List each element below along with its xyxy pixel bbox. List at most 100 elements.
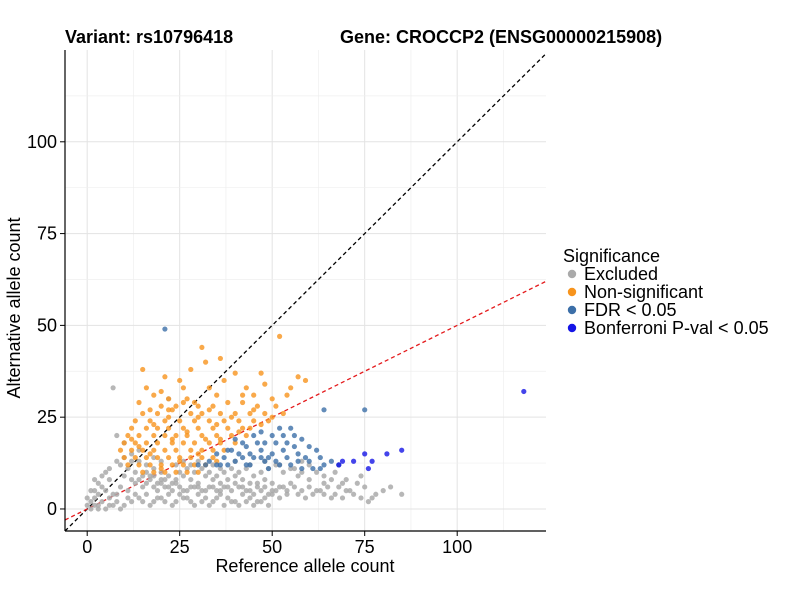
point-fdr-0-05: [321, 407, 327, 413]
point-non-significant: [180, 440, 186, 446]
point-excluded: [199, 488, 205, 494]
point-non-significant: [166, 414, 172, 420]
point-fdr-0-05: [240, 454, 246, 461]
point-non-significant: [162, 432, 168, 439]
legend-title: Significance: [563, 246, 660, 266]
point-fdr-0-05: [299, 465, 305, 472]
point-non-significant: [236, 429, 242, 435]
point-fdr-0-05: [243, 443, 249, 450]
point-excluded: [358, 495, 364, 501]
point-excluded: [232, 473, 238, 479]
point-fdr-0-05: [251, 432, 257, 439]
point-non-significant: [169, 440, 175, 446]
legend-key-bonferroni-p-val-0-05: [567, 323, 577, 333]
point-excluded: [277, 495, 283, 501]
point-excluded: [225, 484, 231, 490]
point-excluded: [217, 488, 223, 494]
point-non-significant: [151, 432, 157, 439]
point-non-significant: [132, 418, 138, 424]
point-excluded: [228, 465, 235, 472]
point-excluded: [273, 488, 279, 494]
y-tick-label: 25: [37, 407, 57, 427]
point-excluded: [195, 484, 201, 490]
point-excluded: [251, 473, 257, 479]
data-points: [84, 326, 527, 512]
point-non-significant: [214, 392, 220, 398]
point-excluded: [180, 458, 186, 464]
point-excluded: [373, 491, 379, 497]
point-excluded: [306, 476, 312, 483]
point-non-significant: [166, 396, 172, 402]
point-excluded: [117, 484, 124, 490]
point-bonferroni-p-val-0-05: [362, 451, 368, 457]
point-excluded: [121, 502, 127, 508]
point-excluded: [321, 491, 327, 497]
point-non-significant: [243, 385, 249, 391]
point-non-significant: [177, 377, 183, 384]
point-non-significant: [173, 469, 179, 475]
point-fdr-0-05: [314, 447, 320, 453]
point-excluded: [210, 499, 216, 505]
point-non-significant: [210, 425, 216, 431]
point-non-significant: [151, 469, 157, 475]
point-excluded: [247, 488, 253, 494]
point-excluded: [258, 488, 264, 494]
point-non-significant: [151, 421, 157, 428]
point-excluded: [166, 491, 172, 497]
point-non-significant: [217, 410, 223, 417]
point-excluded: [151, 484, 157, 490]
point-excluded: [325, 484, 331, 490]
point-excluded: [291, 465, 297, 472]
point-fdr-0-05: [269, 451, 275, 457]
point-excluded: [251, 502, 257, 508]
point-fdr-0-05: [262, 440, 268, 446]
point-fdr-0-05: [288, 425, 294, 431]
point-excluded: [188, 476, 194, 483]
point-excluded: [388, 484, 394, 490]
point-non-significant: [221, 447, 227, 453]
point-non-significant: [154, 410, 161, 417]
point-non-significant: [188, 447, 194, 453]
point-excluded: [243, 488, 249, 494]
point-excluded: [310, 491, 316, 497]
point-fdr-0-05: [236, 451, 242, 457]
point-non-significant: [258, 370, 264, 376]
point-excluded: [95, 502, 101, 508]
point-non-significant: [154, 454, 161, 461]
point-excluded: [317, 488, 323, 494]
point-excluded: [180, 495, 186, 501]
reference-lines: [64, 53, 547, 532]
point-excluded: [140, 473, 146, 479]
point-non-significant: [125, 462, 131, 468]
point-excluded: [332, 491, 338, 497]
point-non-significant: [143, 385, 149, 391]
point-non-significant: [117, 447, 124, 453]
point-excluded: [299, 488, 305, 494]
point-excluded: [203, 488, 209, 494]
point-non-significant: [140, 447, 146, 453]
point-excluded: [92, 502, 98, 508]
legend-label-non-significant: Non-significant: [584, 282, 703, 302]
point-non-significant: [232, 370, 238, 376]
point-non-significant: [184, 469, 190, 475]
point-excluded: [162, 484, 168, 490]
legend-label-fdr-0-05: FDR < 0.05: [584, 300, 677, 320]
point-excluded: [351, 491, 357, 497]
point-fdr-0-05: [306, 443, 312, 450]
point-excluded: [328, 495, 334, 501]
point-excluded: [169, 480, 175, 486]
point-non-significant: [280, 410, 286, 417]
point-excluded: [180, 473, 186, 479]
point-non-significant: [125, 432, 131, 439]
point-excluded: [354, 480, 360, 486]
point-non-significant: [121, 454, 127, 461]
y-tick-label: 50: [37, 315, 57, 335]
point-fdr-0-05: [254, 440, 260, 446]
point-excluded: [117, 506, 124, 512]
point-non-significant: [162, 469, 168, 475]
point-excluded: [240, 484, 246, 490]
point-excluded: [154, 480, 161, 486]
point-excluded: [343, 488, 349, 494]
point-non-significant: [162, 374, 168, 380]
point-non-significant: [147, 407, 153, 413]
